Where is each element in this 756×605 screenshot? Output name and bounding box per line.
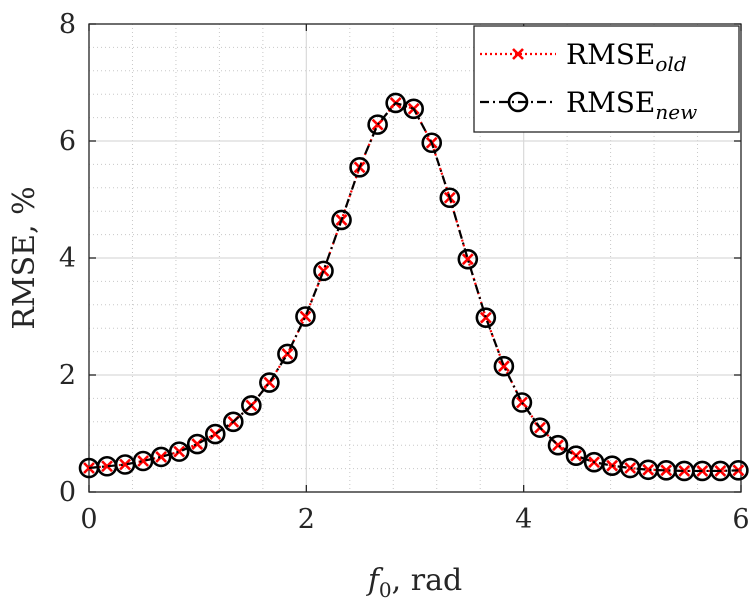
marker-stroke [101, 460, 113, 473]
series-old [83, 97, 745, 477]
data-point-new [277, 343, 298, 365]
marker-stroke [660, 464, 673, 477]
marker-stroke [732, 464, 745, 477]
y-tick-label: 2 [59, 360, 76, 391]
data-point-new [385, 92, 406, 114]
data-point-old [191, 438, 204, 450]
data-point-new [457, 248, 479, 270]
data-point-new [493, 355, 515, 377]
series-line-new [88, 101, 739, 473]
x-tick-label: 2 [298, 504, 315, 535]
data-point-old [479, 311, 492, 324]
series-layer [78, 92, 749, 482]
marker-stroke [552, 439, 564, 452]
marker-stroke [497, 360, 510, 373]
data-point-old [678, 465, 691, 477]
y-tick-label: 4 [59, 243, 76, 274]
data-point-old [624, 462, 637, 474]
data-point-new [439, 187, 461, 209]
data-point-new [728, 460, 749, 481]
series-line-old [88, 101, 739, 473]
data-point-new [349, 157, 370, 178]
data-point-old [516, 396, 528, 409]
marker-stroke [371, 118, 384, 131]
data-point-new [547, 434, 569, 456]
marker-stroke [191, 438, 204, 450]
legend-box [473, 25, 740, 133]
data-point-new [313, 260, 334, 282]
legend-marker-old [512, 48, 524, 60]
marker-stroke [624, 462, 637, 474]
data-point-new [565, 445, 587, 467]
data-point-new [150, 446, 172, 468]
x-axis-label: f0, rad [366, 563, 462, 602]
data-point-new [367, 114, 388, 135]
data-point-old [497, 360, 510, 373]
legend-item-old: RMSEold [480, 38, 687, 76]
data-point-old [101, 460, 113, 473]
data-point-old [371, 118, 384, 131]
data-point-old [173, 445, 186, 458]
x-tick-label: 4 [515, 504, 532, 535]
marker-stroke [299, 310, 312, 323]
data-point-old [461, 253, 474, 266]
data-point-new [168, 441, 190, 462]
data-point-new [295, 306, 316, 327]
marker-stroke [678, 465, 691, 477]
data-point-old [137, 455, 150, 467]
x-tick-label: 6 [732, 504, 749, 535]
data-point-new [204, 423, 226, 445]
marker-stroke [137, 455, 150, 467]
marker-stroke [155, 450, 168, 463]
marker-stroke [461, 253, 474, 266]
series-new [78, 92, 749, 482]
legend-marker-new [507, 91, 529, 113]
legend-label-old: RMSEold [566, 38, 687, 76]
marker-stroke [173, 445, 186, 458]
data-point-old [155, 450, 168, 463]
data-point-old [299, 310, 312, 323]
data-point-new [421, 132, 443, 154]
legend-item-new: RMSEnew [480, 86, 697, 124]
marker-stroke [83, 462, 95, 474]
legend: RMSEold RMSEnew [473, 25, 740, 133]
data-point-old [83, 462, 95, 474]
data-point-old [119, 458, 131, 471]
data-point-new [475, 307, 497, 328]
marker-stroke [479, 311, 492, 324]
y-tick-label: 6 [59, 126, 76, 157]
y-tick-label: 8 [59, 9, 76, 40]
data-point-new [403, 98, 424, 120]
marker-stroke [516, 396, 528, 409]
data-point-new [511, 392, 533, 413]
data-point-new [223, 411, 244, 433]
y-axis-label: RMSE, % [7, 186, 42, 329]
y-tick-label: 0 [59, 477, 76, 508]
x-tick-label: 0 [80, 504, 97, 535]
data-point-new [259, 372, 280, 393]
data-point-new [241, 395, 262, 416]
legend-label-new: RMSEnew [566, 86, 697, 124]
marker-stroke [512, 48, 524, 60]
marker-stroke [119, 458, 131, 471]
marker-stroke [642, 463, 655, 476]
data-point-old [660, 464, 673, 477]
data-point-old [732, 464, 745, 477]
data-point-old [642, 463, 655, 476]
data-point-new [529, 417, 551, 438]
data-point-new [186, 433, 208, 455]
tick-labels: 0 2 4 6 0 2 4 6 8 [59, 9, 750, 535]
data-point-new [331, 209, 352, 231]
